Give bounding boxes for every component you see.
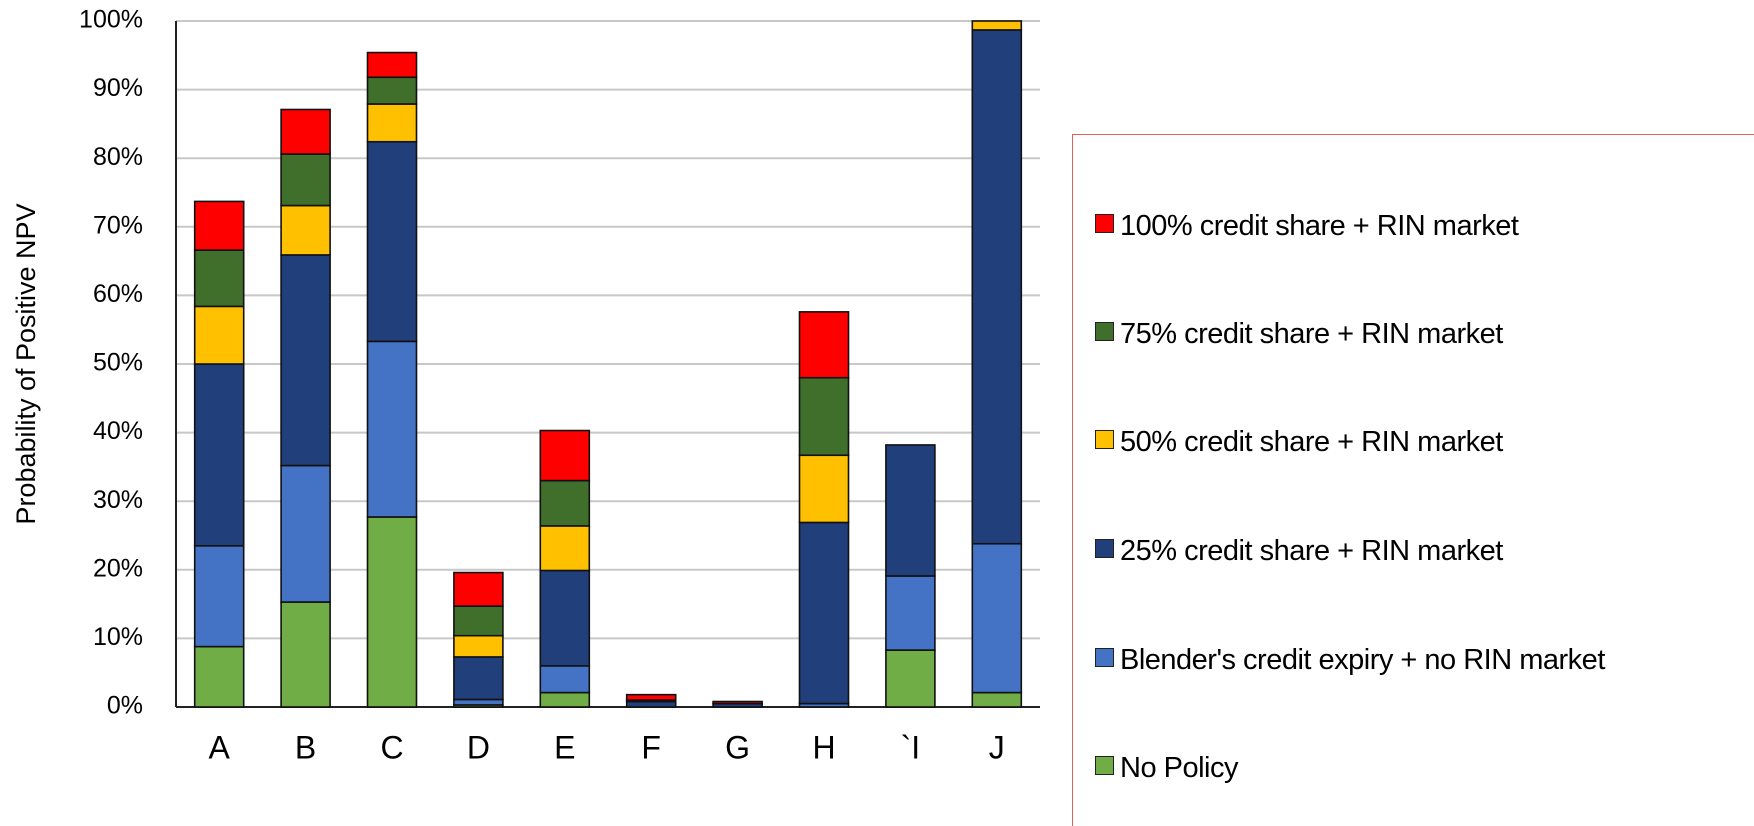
- legend-item: No Policy: [1095, 749, 1620, 787]
- bar-segment: [193, 544, 245, 648]
- bar-segment: [366, 76, 418, 105]
- legend-item: Blender's credit expiry + no RIN market: [1095, 641, 1620, 679]
- x-tick-label: B: [295, 729, 316, 765]
- bar-segment: [539, 691, 591, 708]
- bar-segment: [280, 204, 331, 256]
- y-tick-label: 30%: [93, 486, 143, 514]
- x-tick-label: J: [989, 729, 1005, 765]
- legend-swatch: [1095, 214, 1114, 233]
- bar-segment: [798, 376, 850, 457]
- legend-swatch: [1095, 756, 1114, 775]
- bar-segment: [193, 305, 245, 365]
- y-tick-label: 80%: [93, 143, 143, 171]
- legend-item: 100% credit share + RIN market: [1095, 207, 1620, 245]
- bar-segment: [971, 29, 1023, 545]
- bar-segment: [453, 571, 504, 607]
- bar-segment: [366, 140, 418, 343]
- x-tick-label: D: [467, 729, 490, 765]
- bar-segment: [366, 103, 418, 143]
- bar-segment: [798, 311, 850, 379]
- x-tick-label: G: [725, 729, 750, 765]
- legend-item: 50% credit share + RIN market: [1095, 423, 1620, 461]
- bar-segment: [193, 249, 245, 308]
- bar-segment: [539, 665, 591, 694]
- legend: 100% credit share + RIN market 75% credit…: [1072, 134, 1754, 826]
- bar-segment: [625, 700, 677, 708]
- y-tick-label: 70%: [93, 211, 143, 239]
- bar-segment: [193, 645, 245, 708]
- legend-swatch: [1095, 648, 1114, 667]
- bar-segment: [366, 516, 418, 708]
- y-tick-label: 0%: [107, 692, 143, 720]
- bar-segment: [712, 700, 763, 705]
- legend-label: 25% credit share + RIN market: [1120, 535, 1503, 567]
- x-tick-label: F: [641, 729, 661, 765]
- legend-swatch: [1095, 539, 1114, 558]
- y-tick-label: 50%: [93, 349, 143, 377]
- bar-segment: [539, 569, 591, 667]
- bar-segment: [280, 601, 331, 708]
- legend-item: 75% credit share + RIN market: [1095, 315, 1620, 353]
- x-tick-label: C: [380, 729, 403, 765]
- legend-label: 100% credit share + RIN market: [1120, 210, 1519, 242]
- bar-segment: [539, 429, 591, 482]
- legend-label: 75% credit share + RIN market: [1120, 318, 1503, 350]
- legend-label: No Policy: [1120, 752, 1239, 784]
- bar-segment: [971, 542, 1023, 694]
- x-tick-label: H: [812, 729, 835, 765]
- x-tick-label: E: [554, 729, 575, 765]
- x-tick-label: A: [209, 729, 231, 765]
- bar-segment: [885, 649, 936, 708]
- bar-segment: [798, 454, 850, 524]
- legend-label: 50% credit share + RIN market: [1120, 426, 1503, 458]
- bar-segment: [366, 51, 418, 79]
- bar-segment: [885, 444, 936, 577]
- bar-segment: [366, 340, 418, 518]
- bar-segment: [539, 479, 591, 527]
- bar-segment: [193, 200, 245, 251]
- y-axis-label: Probability of Positive NPV: [11, 203, 41, 524]
- bar-segment: [971, 691, 1023, 708]
- bar-segment: [453, 656, 504, 701]
- bar-segment: [625, 693, 677, 701]
- bar-segment: [539, 525, 591, 572]
- legend-item: 25% credit share + RIN market: [1095, 532, 1620, 570]
- y-tick-label: 60%: [93, 280, 143, 308]
- bar-segment: [453, 698, 504, 706]
- y-tick-label: 20%: [93, 554, 143, 582]
- legend-swatch: [1095, 322, 1114, 341]
- y-tick-label: 40%: [93, 417, 143, 445]
- y-tick-label: 90%: [93, 74, 143, 102]
- bar-segment: [280, 153, 331, 207]
- bar-segment: [280, 254, 331, 467]
- bar-segment: [798, 521, 850, 705]
- x-tick-label: `I: [901, 729, 921, 765]
- legend-swatch: [1095, 430, 1114, 449]
- bar-segment: [971, 20, 1023, 31]
- bar-segment: [193, 363, 245, 547]
- bar-segment: [280, 108, 331, 155]
- bar-segment: [280, 464, 331, 603]
- y-tick-label: 10%: [93, 623, 143, 651]
- y-tick-label: 100%: [79, 6, 143, 34]
- legend-label: Blender's credit expiry + no RIN market: [1120, 644, 1605, 676]
- bar-segment: [453, 605, 504, 637]
- bar-segment: [453, 634, 504, 658]
- bar-segment: [885, 575, 936, 651]
